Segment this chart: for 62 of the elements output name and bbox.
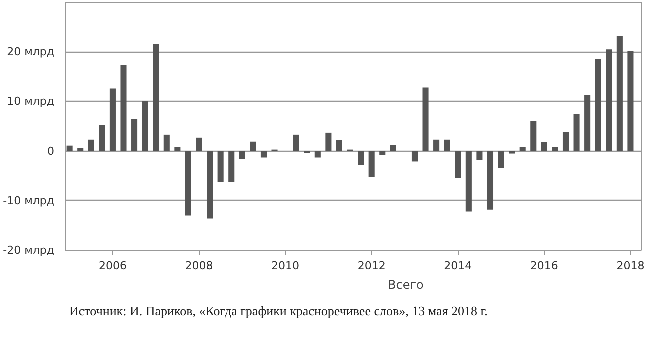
bar (336, 140, 342, 152)
bar (530, 121, 537, 152)
bar (132, 119, 138, 152)
x-tick-label: 2012 (358, 260, 386, 272)
bar (164, 134, 170, 152)
x-tick-label: 2010 (272, 260, 300, 272)
bar (616, 36, 623, 152)
bar (628, 51, 634, 152)
bar (358, 151, 364, 166)
y-tick-label: 0 (48, 144, 54, 158)
text: Всего (388, 278, 424, 292)
bar (239, 151, 246, 160)
bar (574, 114, 580, 152)
bar (595, 59, 602, 152)
bar (444, 140, 450, 152)
bar (66, 146, 73, 152)
bar (509, 151, 516, 154)
bar (153, 44, 160, 152)
bar (368, 151, 375, 178)
bar (110, 88, 116, 152)
x-tick-label: 2016 (530, 260, 558, 272)
bar (99, 125, 106, 152)
x-tick-label: 2008 (185, 260, 214, 272)
bar (174, 147, 181, 152)
bar (185, 151, 192, 216)
bar (520, 147, 526, 152)
bar (78, 148, 84, 152)
bar (196, 138, 202, 152)
bar (487, 151, 494, 210)
bar (390, 145, 396, 152)
bar (293, 134, 300, 152)
y-tick-label: -20 млрд (3, 244, 55, 257)
text: Источник: И. Париков, «Когда графики красноречивее слов», 13 мая 2018 г. (70, 304, 488, 318)
bar (380, 151, 386, 156)
bar (326, 132, 332, 152)
bar (314, 151, 321, 158)
bar (412, 151, 418, 162)
bar (422, 88, 429, 152)
bar (466, 151, 472, 212)
bar (606, 50, 612, 152)
bar (562, 132, 570, 152)
bar (498, 151, 504, 168)
x-tick-label: 2018 (616, 260, 645, 272)
bar (120, 64, 127, 152)
bar (476, 151, 483, 160)
bar (228, 151, 235, 182)
bar (88, 140, 94, 152)
bar (260, 151, 267, 158)
y-tick-label: 20 млрд (7, 46, 55, 59)
x-tick-label: 2006 (98, 260, 127, 272)
x-tick-label: 2014 (444, 260, 472, 272)
y-tick-label: 10 млрд (7, 95, 55, 108)
bar (218, 151, 224, 182)
bar (584, 95, 591, 152)
bar (207, 151, 214, 219)
bar (250, 142, 256, 152)
bar (541, 142, 548, 152)
y-tick-label: -10 млрд (3, 194, 55, 208)
bar (552, 147, 558, 152)
bar (434, 140, 440, 152)
bar (142, 101, 148, 152)
bar (455, 151, 462, 178)
